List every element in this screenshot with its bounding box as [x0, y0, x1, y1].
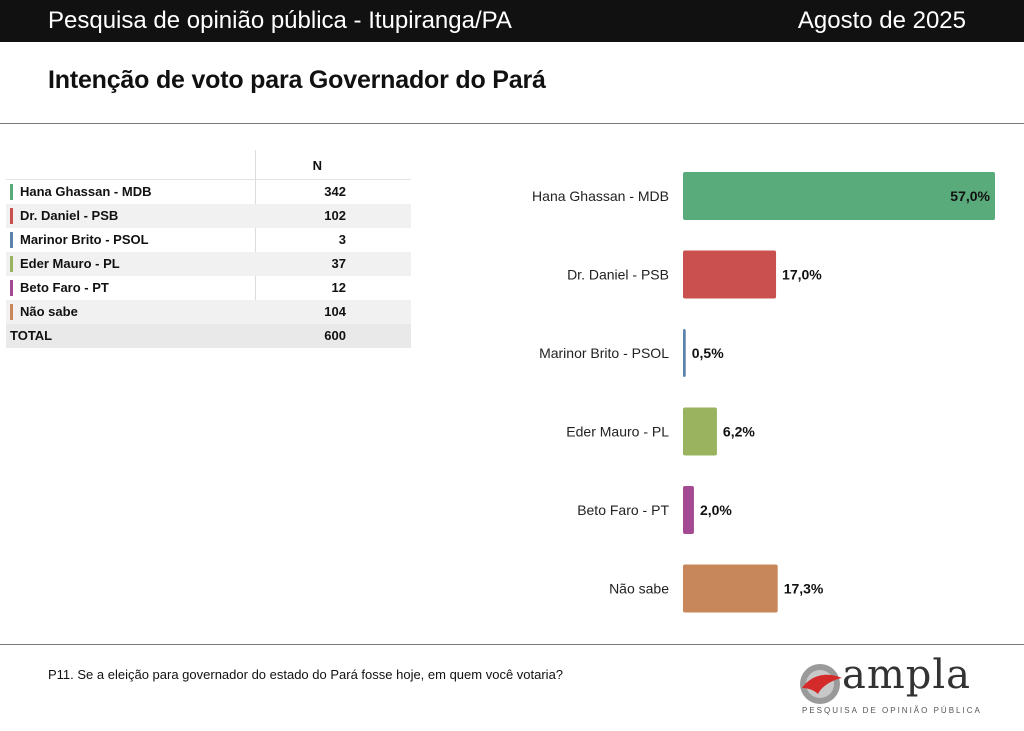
- row-count: 342: [324, 184, 346, 199]
- logo-tagline: PESQUISA DE OPINIÃO PÚBLICA: [802, 706, 982, 715]
- data-label: 17,0%: [782, 267, 822, 283]
- row-label: Marinor Brito - PSOL: [20, 232, 149, 247]
- table-row: Não sabe 104: [6, 300, 411, 324]
- row-label: Eder Mauro - PL: [20, 256, 120, 271]
- row-count: 3: [338, 232, 346, 247]
- table-total-row: TOTAL 600: [6, 324, 411, 348]
- top-divider: [0, 123, 1024, 124]
- row-color-marker: [10, 184, 13, 200]
- category-label: Não sabe: [609, 581, 669, 597]
- bottom-divider: [0, 644, 1024, 645]
- table-row: Marinor Brito - PSOL 3: [6, 228, 411, 252]
- row-label: Não sabe: [20, 304, 78, 319]
- survey-title: Pesquisa de opinião pública - Itupiranga…: [48, 7, 512, 34]
- row-count: 104: [324, 304, 346, 319]
- ampla-logo-icon: [800, 664, 842, 704]
- column-header-n: N: [312, 158, 322, 173]
- table-row: Hana Ghassan - MDB 342: [6, 180, 411, 204]
- table-body: Hana Ghassan - MDB 342 Dr. Daniel - PSB 102…: [6, 180, 411, 324]
- table-row: Eder Mauro - PL 37: [6, 252, 411, 276]
- data-label: 0,5%: [692, 345, 724, 361]
- bar: [683, 329, 686, 377]
- category-label: Beto Faro - PT: [577, 502, 669, 518]
- data-label: 57,0%: [950, 188, 990, 204]
- row-color-marker: [10, 232, 13, 248]
- header-bar: Pesquisa de opinião pública - Itupiranga…: [0, 0, 1024, 42]
- ampla-logo: ampla PESQUISA DE OPINIÃO PÚBLICA: [798, 652, 988, 720]
- table-row: Beto Faro - PT 12: [6, 276, 411, 300]
- table-header-line: [6, 179, 411, 180]
- data-label: 17,3%: [784, 581, 824, 597]
- row-label: Beto Faro - PT: [20, 280, 109, 295]
- row-label: Dr. Daniel - PSB: [20, 208, 119, 223]
- row-count: 37: [331, 256, 346, 271]
- bar: [683, 486, 694, 534]
- count-table: N Hana Ghassan - MDB 342 Dr. Daniel - PSB 1…: [6, 150, 411, 348]
- category-label: Eder Mauro - PL: [566, 424, 669, 440]
- row-count: 12: [331, 280, 346, 295]
- bar: [683, 407, 717, 456]
- row-label: Hana Ghassan - MDB: [20, 184, 152, 199]
- question-footnote: P11. Se a eleição para governador do est…: [48, 667, 564, 682]
- total-value: 600: [324, 328, 346, 343]
- data-label: 6,2%: [723, 424, 755, 440]
- table-header: N: [6, 150, 411, 180]
- table-column-separator: [255, 150, 256, 348]
- row-color-marker: [10, 280, 13, 296]
- category-label: Marinor Brito - PSOL: [539, 345, 669, 361]
- row-count: 102: [324, 208, 346, 223]
- logo-wordmark: ampla: [842, 652, 972, 698]
- category-label: Hana Ghassan - MDB: [532, 188, 669, 204]
- data-label: 2,0%: [700, 502, 732, 518]
- row-color-marker: [10, 256, 13, 272]
- bar: [683, 564, 778, 613]
- row-color-marker: [10, 208, 13, 224]
- vote-intention-bar-chart: Hana Ghassan - MDB 57,0% Dr. Daniel - PSB 1…: [532, 172, 995, 613]
- category-label: Dr. Daniel - PSB: [567, 267, 669, 283]
- page-title: Intenção de voto para Governador do Pará: [48, 66, 546, 94]
- bar: [683, 250, 777, 299]
- table-row: Dr. Daniel - PSB 102: [6, 204, 411, 228]
- row-color-marker: [10, 304, 13, 320]
- bar: [683, 172, 995, 220]
- survey-date: Agosto de 2025: [797, 7, 966, 34]
- total-label: TOTAL: [10, 328, 53, 343]
